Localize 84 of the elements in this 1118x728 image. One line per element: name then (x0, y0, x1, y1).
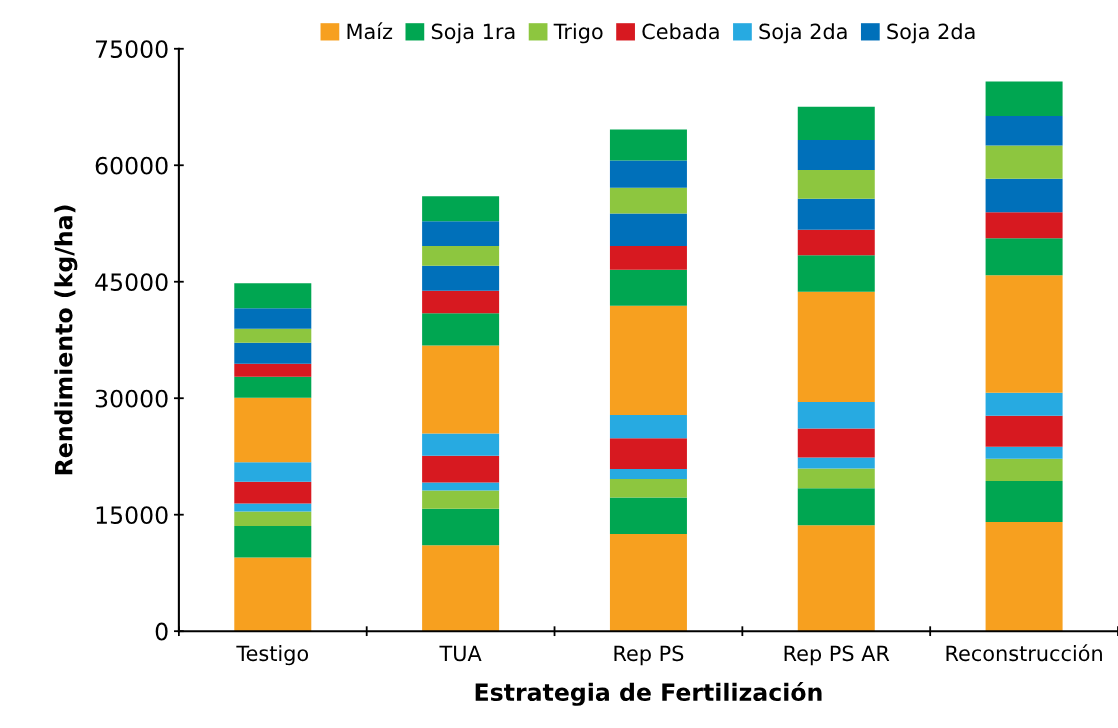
bar (985, 446, 1063, 459)
bar (422, 313, 500, 346)
bar (234, 308, 312, 329)
bar (234, 363, 312, 377)
bar (609, 438, 687, 469)
bar (422, 433, 500, 456)
bar (797, 106, 875, 141)
bar (985, 415, 1063, 447)
bar (985, 238, 1063, 276)
bar (234, 397, 312, 463)
legend-label: Trigo (553, 23, 603, 44)
bar (422, 196, 500, 222)
x-tick-label: Testigo (236, 645, 309, 666)
bar (985, 392, 1063, 416)
bar (797, 402, 875, 429)
bar (797, 140, 875, 170)
bar (609, 246, 687, 270)
y-tick-label: 15000 (96, 506, 168, 524)
bar (985, 458, 1063, 481)
bar (234, 557, 312, 632)
bar (985, 212, 1063, 239)
bar (797, 457, 875, 469)
bar (234, 503, 312, 512)
bar (234, 376, 312, 398)
bar (797, 198, 875, 230)
bar (234, 462, 312, 482)
legend-label: Maíz (347, 22, 393, 40)
bar (609, 269, 687, 306)
legend-label: Soja 1ra (431, 23, 515, 44)
legend-label: Soja 2da (759, 23, 847, 44)
bar (422, 508, 500, 546)
bar (609, 213, 687, 247)
bar (609, 497, 687, 535)
x-tick-label: Reconstrucción (946, 644, 1102, 662)
bar (422, 246, 500, 266)
bar (985, 115, 1063, 146)
bar (985, 145, 1063, 179)
x-axis-title: Estrategia de Fertilización (475, 681, 822, 706)
bar (422, 545, 500, 632)
bar (234, 342, 312, 364)
bar (234, 283, 312, 309)
bar (985, 480, 1063, 523)
y-tick-label: 30000 (95, 389, 168, 408)
y-tick-label: 60000 (95, 156, 168, 175)
bar (422, 290, 500, 314)
bar (422, 345, 500, 434)
bar (985, 275, 1063, 393)
legend-label: Cebada (642, 23, 719, 40)
bar (797, 525, 875, 632)
bar (609, 478, 687, 498)
y-tick-label: 75000 (95, 40, 168, 59)
bar (609, 305, 687, 415)
x-tick-label: TUA (439, 645, 482, 662)
bar (609, 414, 687, 439)
bar (609, 187, 687, 214)
x-tick-label: Rep PS AR (784, 645, 890, 666)
y-tick-label: 45000 (95, 273, 168, 292)
bar (609, 129, 687, 161)
bar (234, 481, 312, 504)
bar (797, 169, 875, 199)
bar (797, 488, 875, 526)
bar (422, 455, 500, 483)
legend-label: Soja 2da (887, 23, 975, 44)
bar (234, 525, 312, 558)
bar (234, 328, 312, 343)
bar (797, 229, 875, 256)
bar (985, 522, 1063, 632)
bar (797, 291, 875, 403)
bar (422, 490, 500, 509)
bar (797, 428, 875, 458)
bar (609, 160, 687, 188)
bar (985, 178, 1063, 213)
bar (422, 482, 500, 491)
bar (985, 81, 1063, 116)
bar (609, 534, 687, 632)
bar (609, 468, 687, 479)
y-axis-title: Rendimiento (kg/ha) (54, 205, 78, 475)
bar (797, 255, 875, 292)
y-tick-label: 0 (155, 622, 168, 641)
bar (422, 221, 500, 247)
bar (422, 265, 500, 291)
x-tick-label: Rep PS (614, 645, 684, 666)
bar (234, 511, 312, 526)
bar (797, 468, 875, 489)
